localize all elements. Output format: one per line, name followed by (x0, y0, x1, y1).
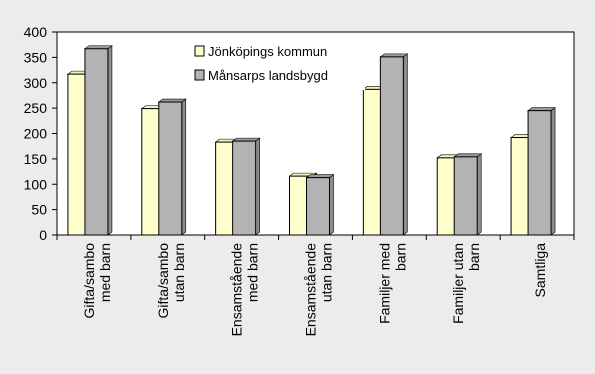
x-category-label: Ensamstående med barn (229, 243, 261, 337)
bar-depth (329, 174, 334, 236)
x-category-label: Familjer utan barn (450, 243, 482, 324)
bar-depth (476, 153, 482, 236)
bar-mansarps-landsbygd (527, 110, 552, 236)
y-tick-label: 150 (24, 151, 48, 167)
bar-mansarps-landsbygd (158, 101, 183, 236)
x-category-label-line: med barn (97, 243, 113, 302)
y-tick-label: 400 (24, 24, 48, 40)
legend-label: Månsarps landsbygd (208, 68, 328, 83)
bar-mansarps-landsbygd (232, 140, 257, 236)
x-category-label-line: Gifta/sambo (81, 243, 97, 319)
x-category-label-line: utan barn (319, 243, 335, 302)
x-category-label-line: med barn (245, 243, 261, 302)
bar-depth (403, 53, 408, 236)
legend-swatch (194, 45, 205, 57)
x-category-label-line: Ensamstående (303, 243, 319, 337)
x-category-label-line: Familjer utan (450, 243, 466, 324)
x-category-label-line: Ensamstående (229, 243, 245, 337)
x-category-label-line: Gifta/sambo (155, 243, 171, 319)
bar-depth (255, 137, 260, 236)
x-category-label: Ensamstående utan barn (303, 243, 335, 337)
x-category-label: Familjer med barn (376, 243, 408, 324)
bar-mansarps-landsbygd (306, 177, 330, 236)
bar-mansarps-landsbygd (84, 48, 109, 236)
x-category-label-line: Familjer med (376, 243, 392, 324)
x-category-label-line: Samtliga (532, 243, 548, 298)
bar-mansarps-landsbygd (453, 156, 478, 236)
bar-depth (550, 107, 556, 236)
x-category-label-line: barn (466, 243, 482, 271)
x-category-label-line: barn (392, 243, 408, 271)
bar-mansarps-landsbygd (379, 56, 404, 236)
x-category-label: Samtliga (532, 243, 548, 298)
legend-box (191, 40, 365, 90)
bar-depth (181, 98, 187, 236)
y-tick-label: 0 (39, 227, 47, 243)
x-category-label-line: utan barn (171, 243, 187, 302)
x-category-label: Gifta/sambo utan barn (155, 243, 187, 319)
legend: Jönköpings kommun Månsarps landsbygd (191, 40, 365, 90)
y-tick-label: 100 (24, 176, 48, 192)
y-tick-label: 50 (31, 202, 47, 218)
y-tick-label: 200 (24, 126, 48, 142)
y-tick-label: 300 (24, 75, 48, 91)
bar-depth (107, 45, 113, 236)
x-category-label: Gifta/sambo med barn (81, 243, 113, 319)
legend-label: Jönköpings kommun (208, 44, 327, 59)
y-tick-label: 250 (24, 100, 48, 116)
y-tick-label: 350 (24, 49, 48, 65)
legend-swatch (194, 69, 205, 81)
